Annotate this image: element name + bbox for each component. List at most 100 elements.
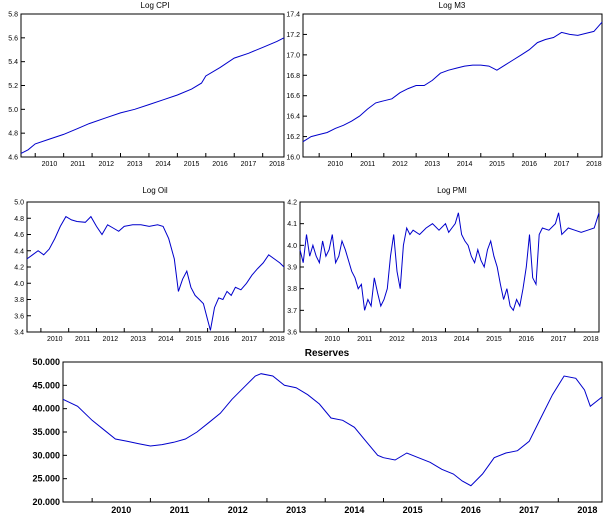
x-tick-label: 2011 xyxy=(360,161,375,168)
x-tick-label: 2014 xyxy=(155,161,171,168)
x-tick-label: 2012 xyxy=(389,336,405,343)
y-tick-label: 16.6 xyxy=(286,93,300,100)
y-tick-label: 5.0 xyxy=(8,107,18,114)
y-ticks: 4.6 4.8 5.0 5.2 5.4 5.6 5.8 xyxy=(8,12,25,162)
y-tick-label: 3.8 xyxy=(287,286,297,293)
y-tick-label: 4.4 xyxy=(14,248,24,255)
chart-title: Log M3 xyxy=(439,1,466,10)
x-tick-label: 2017 xyxy=(519,505,539,515)
y-tick-label: 4.2 xyxy=(287,200,297,207)
y-tick-label: 40.000 xyxy=(32,404,60,414)
x-tick-label: 2015 xyxy=(403,505,423,515)
y-tick-label: 4.8 xyxy=(8,131,18,138)
x-tick-label: 2015 xyxy=(486,336,502,343)
y-tick-label: 4.0 xyxy=(14,281,24,288)
y-tick-label: 16.8 xyxy=(286,73,300,80)
x-ticks: 2010 2011 2012 2013 2014 2015 2016 2017 2018 xyxy=(34,153,285,168)
x-tick-label: 2011 xyxy=(75,336,90,343)
series-line xyxy=(20,37,285,154)
y-tick-label: 4.8 xyxy=(14,216,24,223)
chart-title: Log PMI xyxy=(437,186,467,195)
plot-frame xyxy=(62,361,603,503)
chart-title: Reserves xyxy=(305,348,350,359)
x-tick-label: 2018 xyxy=(577,505,597,515)
plot-frame xyxy=(302,13,603,158)
y-tick-label: 17.0 xyxy=(286,52,300,59)
x-tick-label: 2012 xyxy=(228,505,248,515)
plot-frame xyxy=(26,201,285,333)
series-line xyxy=(299,212,600,312)
y-tick-label: 35.000 xyxy=(32,427,60,437)
x-tick-label: 2013 xyxy=(286,505,306,515)
series-line xyxy=(26,215,285,331)
x-ticks: 2010 2011 2012 2013 2014 2015 2016 2017 2018 xyxy=(318,153,602,168)
y-tick-label: 5.4 xyxy=(8,59,18,66)
y-tick-label: 5.0 xyxy=(14,200,24,207)
x-tick-label: 2012 xyxy=(392,161,408,168)
chart-title: Log CPI xyxy=(141,1,170,10)
x-tick-label: 2011 xyxy=(357,336,372,343)
y-tick-label: 45.000 xyxy=(32,380,60,390)
x-tick-label: 2018 xyxy=(269,336,285,343)
x-tick-label: 2014 xyxy=(344,505,364,515)
y-tick-label: 4.0 xyxy=(287,243,297,250)
x-tick-label: 2010 xyxy=(111,505,131,515)
x-tick-label: 2012 xyxy=(99,161,115,168)
x-tick-label: 2011 xyxy=(70,161,85,168)
x-tick-label: 2014 xyxy=(457,161,473,168)
y-ticks: 3.6 3.7 3.8 3.9 4.0 4.1 4.2 xyxy=(287,200,304,337)
x-tick-label: 2010 xyxy=(328,161,344,168)
y-ticks: 3.4 3.6 3.8 4.0 4.2 4.4 4.6 4.8 5.0 xyxy=(14,200,31,337)
x-tick-label: 2018 xyxy=(586,161,602,168)
y-tick-label: 3.9 xyxy=(287,265,297,272)
x-tick-label: 2016 xyxy=(212,161,228,168)
x-tick-label: 2013 xyxy=(130,336,146,343)
x-ticks: 2010 2011 2012 2013 2014 2015 2016 2017 2018 xyxy=(315,328,599,343)
y-tick-label: 5.8 xyxy=(8,12,18,19)
y-tick-label: 4.6 xyxy=(14,232,24,239)
x-tick-label: 2017 xyxy=(241,336,257,343)
x-tick-label: 2017 xyxy=(554,161,570,168)
y-tick-label: 16.4 xyxy=(286,114,300,121)
y-tick-label: 17.4 xyxy=(286,12,300,19)
y-tick-label: 4.2 xyxy=(14,265,24,272)
chart-log-pmi: Log PMI 3.6 3.7 3.8 3.9 4.0 4.1 4.2 2010 2011 20… xyxy=(287,186,600,343)
y-tick-label: 4.1 xyxy=(287,221,297,228)
y-tick-label: 25.000 xyxy=(32,474,60,484)
chart-reserves: Reserves 20.000 25.000 30.000 35.000 40.000 4… xyxy=(32,348,603,515)
plot-frame xyxy=(299,201,600,333)
y-tick-label: 3.7 xyxy=(287,308,297,315)
y-tick-label: 30.000 xyxy=(32,450,60,460)
x-tick-label: 2010 xyxy=(325,336,341,343)
x-tick-label: 2016 xyxy=(461,505,481,515)
y-tick-label: 4.6 xyxy=(8,155,18,162)
y-tick-label: 3.6 xyxy=(287,330,297,337)
x-tick-label: 2017 xyxy=(551,336,567,343)
x-tick-label: 2017 xyxy=(241,161,257,168)
x-ticks: 2010 2011 2012 2013 2014 2015 2016 2017 2018 xyxy=(40,328,285,343)
x-tick-label: 2018 xyxy=(269,161,285,168)
series-line xyxy=(62,373,603,487)
series-line xyxy=(302,21,603,143)
y-tick-label: 3.6 xyxy=(14,313,24,320)
y-tick-label: 5.6 xyxy=(8,35,18,42)
y-tick-label: 16.2 xyxy=(286,134,300,141)
x-tick-label: 2016 xyxy=(518,336,534,343)
chart-log-oil: Log Oil 3.4 3.6 3.8 4.0 4.2 4.4 4.6 4.8 5.0 2010… xyxy=(14,186,285,343)
y-ticks: 16.0 16.2 16.4 16.6 16.8 17.0 17.2 17.4 xyxy=(286,12,307,162)
x-tick-label: 2015 xyxy=(489,161,505,168)
x-tick-label: 2013 xyxy=(127,161,143,168)
y-tick-label: 50.000 xyxy=(32,357,60,367)
y-tick-label: 5.2 xyxy=(8,83,18,90)
x-ticks: 2010 2011 2012 2013 2014 2015 2016 2017 2018 xyxy=(91,498,597,515)
x-tick-label: 2016 xyxy=(521,161,537,168)
x-tick-label: 2010 xyxy=(42,161,58,168)
x-tick-label: 2010 xyxy=(47,336,63,343)
x-tick-label: 2013 xyxy=(425,161,441,168)
y-tick-label: 17.2 xyxy=(286,32,300,39)
chart-log-cpi: Log CPI 4.6 4.8 5.0 5.2 5.4 5.6 5.8 2010 2011 20… xyxy=(8,1,285,168)
x-tick-label: 2014 xyxy=(454,336,470,343)
x-tick-label: 2012 xyxy=(103,336,119,343)
y-tick-label: 16.0 xyxy=(286,155,300,162)
